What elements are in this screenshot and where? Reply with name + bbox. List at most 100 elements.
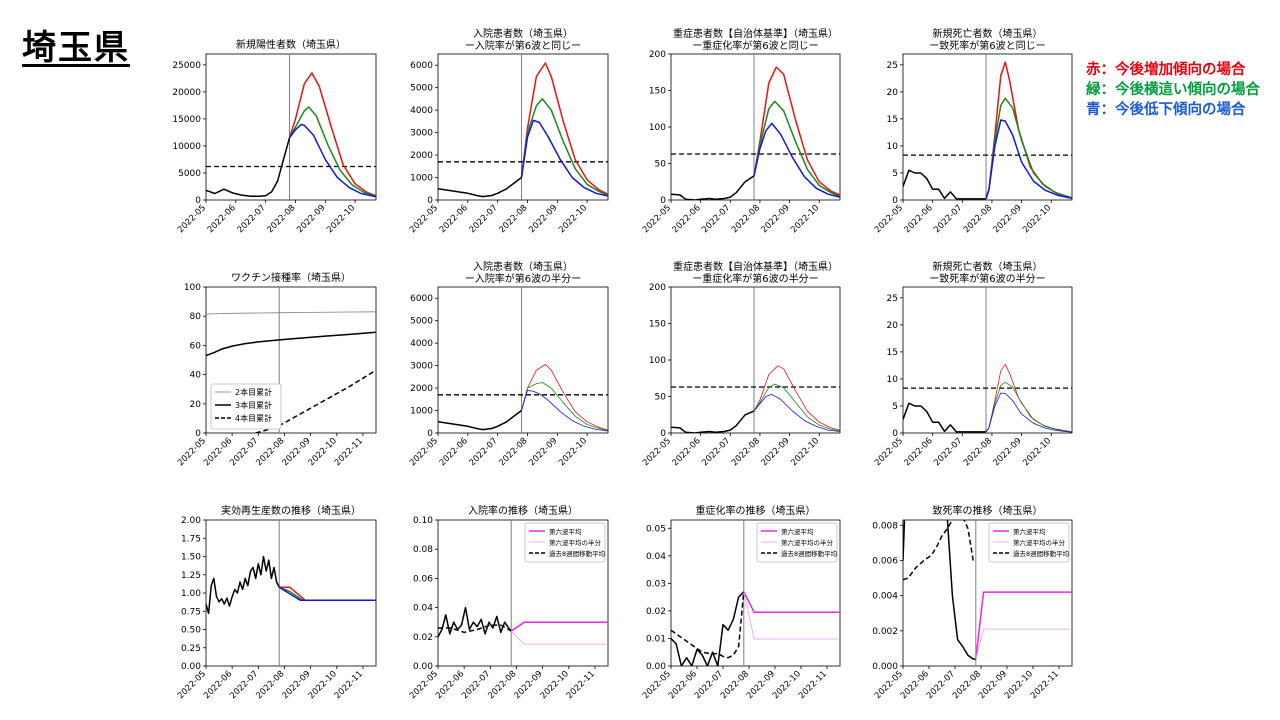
plot-frame xyxy=(437,286,609,434)
y-tick-label: 15 xyxy=(887,115,898,125)
x-tick-label: 2022-06 xyxy=(903,436,935,468)
x-tick-label: 2022-09 xyxy=(760,203,792,235)
page-title: 埼玉県 xyxy=(22,28,130,68)
chart-title: 入院率の推移（埼玉県） xyxy=(468,504,578,517)
chart-panel-10: 入院率の推移（埼玉県） 0.00 0.02 0.04 0.06 0.08 0.10 2022-… xyxy=(408,504,609,701)
y-tick-label: 0 xyxy=(195,429,201,439)
plot-frame xyxy=(902,519,1073,667)
series-blue-line xyxy=(278,586,376,602)
y-tick-label: 1000 xyxy=(410,174,433,184)
scenario-legend: 赤：今後増加傾向の場合 緑：今後横這い傾向の場合 青：今後低下傾向の場合 xyxy=(1086,60,1260,120)
y-tick-label: 0.000 xyxy=(872,662,898,672)
chart-title: 入院患者数（埼玉県） xyxy=(473,27,573,40)
plot-frame xyxy=(902,286,1073,434)
legend-label: 過去8週間移動平均 xyxy=(549,549,606,558)
series-pink-line xyxy=(743,591,840,640)
y-tick-label: 0.08 xyxy=(413,545,433,555)
x-tick-label: 2022-08 xyxy=(265,203,297,235)
series-red-line xyxy=(521,364,608,431)
series-pink-line xyxy=(510,630,608,645)
chart-panel-2: 入院患者数（埼玉県）ー入院率が第6波と同じー 0 1000 2000 3000 4000 5… xyxy=(408,27,609,235)
series-red-line xyxy=(288,72,376,197)
x-tick-label: 2022-11 xyxy=(333,436,365,468)
x-tick-label: 2022-05 xyxy=(408,436,440,468)
y-tick-label: 5000 xyxy=(410,84,433,94)
x-tick-label: 2022-07 xyxy=(468,436,500,468)
y-tick-label: 3000 xyxy=(410,129,433,139)
y-tick-label: 2.00 xyxy=(181,516,201,526)
x-tick-label: 2022-06 xyxy=(671,203,703,235)
series-blue-line xyxy=(985,392,1072,433)
y-tick-label: 1.00 xyxy=(181,589,201,599)
x-tick-label: 2022-05 xyxy=(408,203,440,235)
y-tick-label: 0 xyxy=(660,429,666,439)
series-green-line xyxy=(985,381,1072,433)
series-black-line xyxy=(671,175,755,200)
x-tick-label: 2022-09 xyxy=(527,436,559,468)
plot-frame xyxy=(437,53,609,201)
x-tick-label: 2022-10 xyxy=(789,203,821,235)
y-tick-label: 15000 xyxy=(172,115,201,125)
chart-panel-9: 実効再生産数の推移（埼玉県） 0.00 0.25 0.50 0.75 1.00 1.25 1.… xyxy=(176,504,377,701)
x-tick-label: 2022-06 xyxy=(438,203,470,235)
x-tick-label: 2022-08 xyxy=(497,203,529,235)
x-tick-label: 2022-07 xyxy=(236,203,268,235)
x-tick-label: 2022-10 xyxy=(789,436,821,468)
series-black-line xyxy=(438,606,512,638)
plot-area xyxy=(438,54,608,200)
x-tick-label: 2022-08 xyxy=(730,203,762,235)
series-green-line xyxy=(288,106,376,197)
y-tick-label: 200 xyxy=(649,283,666,293)
series-black-line xyxy=(255,369,376,433)
chart-panel-4: 新規死亡者数（埼玉県）ー致死率が第6波と同じー 0 5 10 15 20 25 2022-05… xyxy=(873,27,1073,235)
y-tick-label: 10000 xyxy=(172,142,201,152)
y-tick-label: 60 xyxy=(190,341,202,351)
y-tick-label: 20 xyxy=(190,400,202,410)
series-black-line xyxy=(671,591,745,666)
y-tick-label: 0.006 xyxy=(872,556,898,566)
y-tick-label: 0.00 xyxy=(646,662,666,672)
y-tick-label: 6000 xyxy=(410,61,433,71)
y-tick-label: 0 xyxy=(427,196,433,206)
y-tick-label: 150 xyxy=(649,320,666,330)
chart-panel-3: 重症患者数【自治体基準】（埼玉県）ー重症化率が第6波と同じー 0 50 100 150 2… xyxy=(641,27,841,235)
chart-panel-6: 入院患者数（埼玉県）ー入院率が第6波の半分ー 0 1000 2000 3000 4000 5… xyxy=(408,260,609,468)
y-tick-label: 0 xyxy=(892,429,898,439)
series-magenta-line xyxy=(975,591,1072,660)
y-tick-label: 0.00 xyxy=(181,662,201,672)
series-black-line xyxy=(671,410,755,433)
chart-panel-8: 新規死亡者数（埼玉県）ー致死率が第6波の半分ー 0 5 10 15 20 25 2022-05… xyxy=(873,260,1073,468)
chart-subtitle: ー重症化率が第6波と同じー xyxy=(692,39,818,52)
plot-area xyxy=(671,287,840,433)
series-black-line xyxy=(438,176,522,198)
plot-frame xyxy=(670,286,841,434)
x-tick-label: 2022-06 xyxy=(206,203,238,235)
series-magenta-line xyxy=(510,621,608,632)
x-tick-label: 2022-05 xyxy=(641,436,673,468)
plot-frame xyxy=(437,519,609,667)
plot-frame xyxy=(902,53,1073,201)
legend-label: 第六波平均 xyxy=(781,527,814,536)
y-tick-label: 2000 xyxy=(410,151,433,161)
y-tick-label: 5 xyxy=(892,402,898,412)
legend-label: 第六波平均 xyxy=(549,527,582,536)
x-tick-label: 2022-08 xyxy=(962,436,994,468)
y-tick-label: 25 xyxy=(887,61,898,71)
x-tick-label: 2022-06 xyxy=(671,436,703,468)
y-tick-label: 5000 xyxy=(410,317,433,327)
x-tick-label: 2022-09 xyxy=(527,203,559,235)
series-black-line xyxy=(206,555,280,615)
y-tick-label: 0.004 xyxy=(872,592,898,602)
chart-subtitle: ー致死率が第6波と同じー xyxy=(929,39,1045,52)
y-tick-label: 0.75 xyxy=(181,607,201,617)
chart-subtitle: ー入院率が第6波の半分ー xyxy=(465,272,581,285)
scenario-legend-blue: 青：今後低下傾向の場合 xyxy=(1086,102,1246,118)
y-tick-label: 1.75 xyxy=(181,534,201,544)
legend-label: 過去8週間移動平均 xyxy=(781,549,838,558)
x-tick-label: 2022-05 xyxy=(641,203,673,235)
y-tick-label: 20 xyxy=(887,88,899,98)
legend-label: 3本目累計 xyxy=(235,400,272,410)
series-green-line xyxy=(753,100,840,197)
legend: 2本目累計 3本目累計 4本目累計 xyxy=(210,383,282,430)
